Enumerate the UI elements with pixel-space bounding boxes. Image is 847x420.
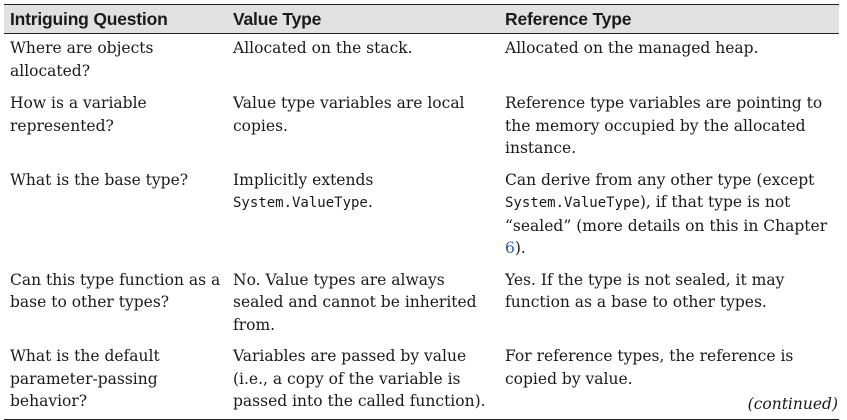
header-reference-type: Reference Type — [499, 4, 839, 34]
reference-text-mid: ), if that type is not “sealed” (more de… — [505, 193, 828, 235]
table-header: Intriguing Question Value Type Reference… — [4, 4, 839, 34]
header-row: Intriguing Question Value Type Reference… — [4, 4, 839, 34]
value-type-cell: No. Value types are always sealed and ca… — [233, 270, 477, 334]
question-cell: Where are objects allocated? — [10, 39, 154, 80]
value-type-cell: Implicitly extends System.ValueType. — [227, 166, 499, 266]
code-system-valuetype: System.ValueType — [505, 195, 640, 211]
value-type-cell: Allocated on the stack. — [233, 39, 413, 57]
question-cell: What is the base type? — [10, 170, 189, 189]
table-row: Can this type function as a base to othe… — [4, 266, 839, 343]
reference-text: Can derive from any other type (except — [505, 170, 815, 189]
reference-type-cell: For reference types, the reference is co… — [499, 342, 839, 420]
question-cell: How is a variable represented? — [10, 94, 147, 135]
chapter-link[interactable]: 6 — [505, 239, 515, 257]
question-cell: Can this type function as a base to othe… — [10, 270, 221, 312]
code-system-valuetype: System.ValueType — [233, 195, 368, 211]
header-intriguing-question: Intriguing Question — [4, 4, 227, 34]
value-text-end: . — [367, 193, 373, 211]
table-body: Where are objects allocated? Allocated o… — [4, 34, 839, 420]
value-type-cell: Variables are passed by value (i.e., a c… — [227, 342, 499, 420]
table-row: What is the default parameter-passing be… — [4, 342, 839, 420]
value-text: Implicitly extends — [233, 170, 374, 189]
value-type-cell: Value type variables are local copies. — [233, 94, 465, 135]
comparison-table: Intriguing Question Value Type Reference… — [4, 4, 839, 420]
table-row: Where are objects allocated? Allocated o… — [4, 34, 839, 90]
reference-type-cell: Can derive from any other type (except S… — [499, 166, 839, 266]
reference-type-cell: Yes. If the type is not sealed, it may f… — [505, 270, 785, 312]
reference-type-cell: Reference type variables are pointing to… — [505, 94, 823, 157]
table-row: What is the base type? Implicitly extend… — [4, 166, 839, 266]
question-cell: What is the default parameter-passing be… — [4, 342, 227, 420]
table-row: How is a variable represented? Value typ… — [4, 89, 839, 166]
continued-note: (continued) — [747, 395, 838, 413]
reference-type-cell: Allocated on the managed heap. — [505, 39, 759, 57]
reference-text-end: ). — [514, 239, 526, 257]
header-value-type: Value Type — [227, 4, 499, 34]
